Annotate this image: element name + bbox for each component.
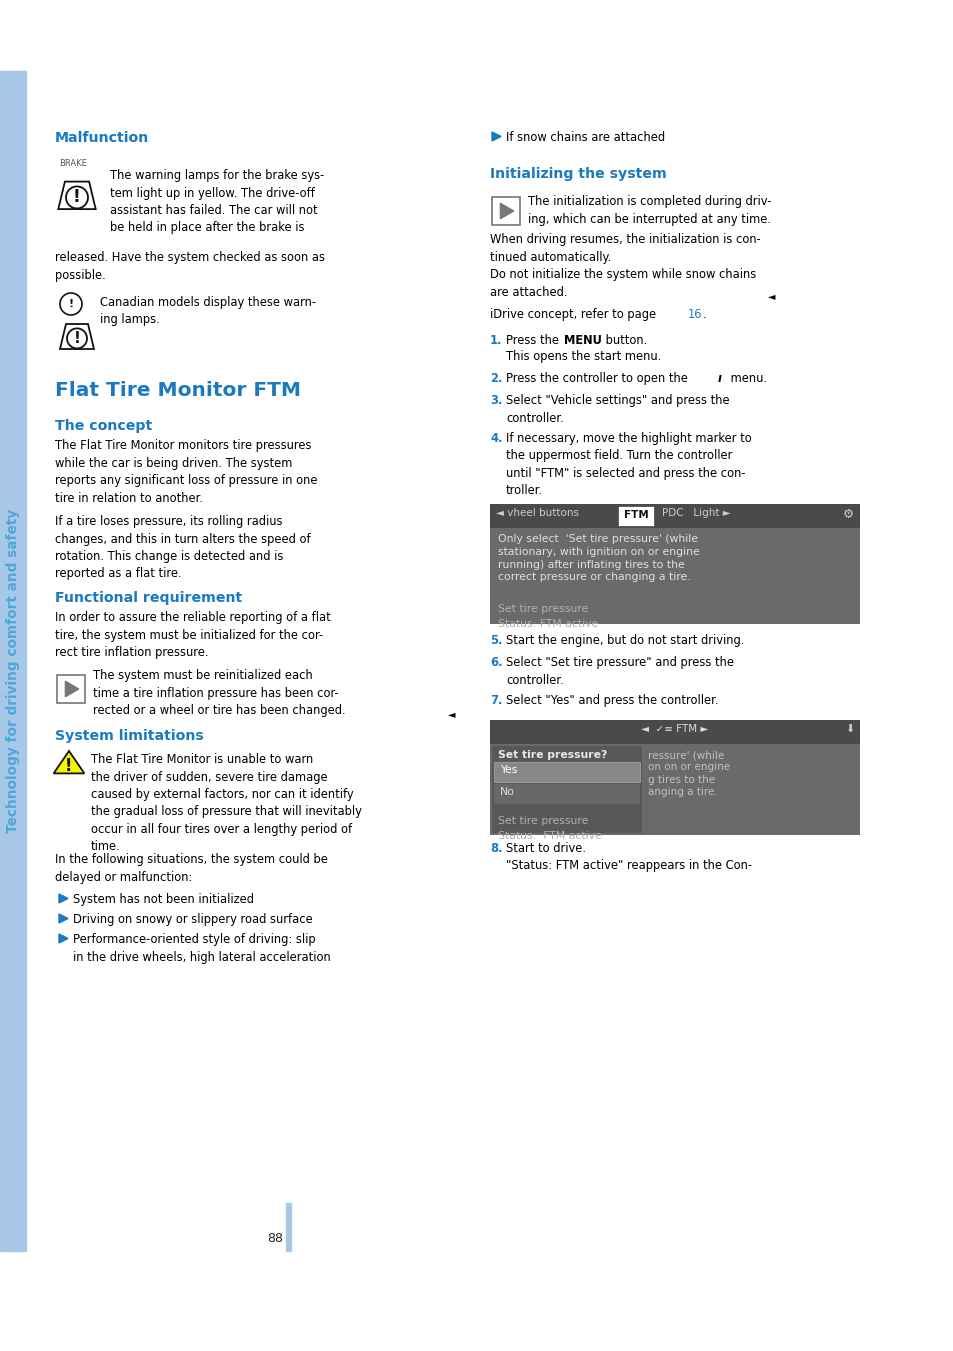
Text: BRAKE: BRAKE (59, 159, 87, 168)
Text: 16: 16 (687, 308, 701, 322)
Text: Select "Yes" and press the controller.: Select "Yes" and press the controller. (505, 694, 718, 707)
Text: 4.: 4. (490, 432, 502, 444)
Polygon shape (59, 894, 68, 902)
Text: iDrive concept, refer to page: iDrive concept, refer to page (490, 308, 659, 322)
Text: When driving resumes, the initialization is con-
tinued automatically.
Do not in: When driving resumes, the initialization… (490, 232, 760, 299)
Text: ◄: ◄ (767, 290, 775, 301)
Text: Functional requirement: Functional requirement (55, 590, 242, 605)
Bar (490, 504, 859, 528)
Bar (492, 197, 519, 226)
Bar (0, 72, 26, 1251)
Polygon shape (500, 203, 513, 219)
Text: The Flat Tire Monitor monitors tire pressures
while the car is being driven. The: The Flat Tire Monitor monitors tire pres… (55, 439, 317, 504)
Text: In the following situations, the system could be
delayed or malfunction:: In the following situations, the system … (55, 852, 328, 884)
Text: Malfunction: Malfunction (55, 131, 149, 145)
Text: If a tire loses pressure, its rolling radius
changes, and this in turn alters th: If a tire loses pressure, its rolling ra… (55, 515, 311, 581)
Bar (494, 762, 639, 782)
Text: System limitations: System limitations (55, 730, 204, 743)
Text: Start the engine, but do not start driving.: Start the engine, but do not start drivi… (505, 634, 743, 647)
Text: Flat Tire Monitor FTM: Flat Tire Monitor FTM (55, 381, 301, 400)
Text: Initializing the system: Initializing the system (490, 168, 666, 181)
Text: Select "Vehicle settings" and press the
controller.: Select "Vehicle settings" and press the … (505, 394, 729, 424)
Text: 5.: 5. (490, 634, 502, 647)
Text: Set tire pressure?: Set tire pressure? (497, 750, 607, 761)
Text: Start to drive.
"Status: FTM active" reappears in the Con-: Start to drive. "Status: FTM active" rea… (505, 842, 751, 873)
Text: FTM: FTM (623, 509, 648, 520)
Bar (618, 507, 654, 526)
Text: System has not been initialized: System has not been initialized (73, 893, 253, 907)
Text: The concept: The concept (55, 419, 152, 434)
Text: Canadian models display these warn-
ing lamps.: Canadian models display these warn- ing … (100, 296, 315, 327)
Bar (490, 720, 859, 744)
Text: PDC   Light ►: PDC Light ► (661, 508, 730, 517)
Text: Set tire pressure: Set tire pressure (497, 816, 588, 825)
Text: The Flat Tire Monitor is unable to warn
the driver of sudden, severe tire damage: The Flat Tire Monitor is unable to warn … (91, 753, 361, 854)
Polygon shape (66, 681, 78, 697)
Text: !: ! (73, 188, 81, 207)
Text: If necessary, move the highlight marker to
the uppermost field. Turn the control: If necessary, move the highlight marker … (505, 432, 751, 497)
Text: 6.: 6. (490, 657, 502, 669)
Text: .: . (702, 308, 706, 322)
Text: button.: button. (601, 334, 646, 347)
Text: ressure' (while
on on or engine
g tires to the
anging a tire.: ressure' (while on on or engine g tires … (647, 750, 729, 797)
Text: Only select  'Set tire pressure' (while
stationary, with ignition on or engine
r: Only select 'Set tire pressure' (while s… (497, 534, 699, 582)
Bar (490, 504, 859, 624)
Text: If snow chains are attached: If snow chains are attached (505, 131, 664, 145)
Text: 1.: 1. (490, 334, 502, 347)
Text: ◄: ◄ (448, 709, 455, 719)
Text: Select "Set tire pressure" and press the
controller.: Select "Set tire pressure" and press the… (505, 657, 733, 686)
Text: ⚙: ⚙ (841, 508, 853, 521)
Text: !: ! (69, 299, 73, 309)
Text: Yes: Yes (499, 765, 517, 775)
Text: The warning lamps for the brake sys-
tem light up in yellow. The drive-off
assis: The warning lamps for the brake sys- tem… (110, 169, 324, 235)
Text: MENU: MENU (563, 334, 601, 347)
Text: This opens the start menu.: This opens the start menu. (505, 350, 660, 363)
Text: 7.: 7. (490, 694, 502, 707)
Text: 8.: 8. (490, 842, 502, 855)
Text: ◄ vheel buttons: ◄ vheel buttons (496, 508, 578, 517)
Text: Performance-oriented style of driving: slip
in the drive wheels, high lateral ac: Performance-oriented style of driving: s… (73, 934, 331, 963)
Text: menu.: menu. (726, 372, 766, 385)
Text: Status:  FTM active: Status: FTM active (497, 831, 601, 842)
Polygon shape (53, 751, 84, 773)
Text: ı: ı (718, 372, 721, 385)
Text: 88: 88 (267, 1232, 283, 1244)
Text: In order to assure the reliable reporting of a flat
tire, the system must be ini: In order to assure the reliable reportin… (55, 611, 331, 659)
Text: Press the: Press the (505, 334, 562, 347)
Text: Technology for driving comfort and safety: Technology for driving comfort and safet… (6, 509, 20, 834)
Text: 3.: 3. (490, 394, 502, 407)
Text: !: ! (65, 757, 72, 774)
Polygon shape (59, 915, 68, 923)
Polygon shape (59, 934, 68, 943)
Text: No: No (499, 788, 515, 797)
Text: Driving on snowy or slippery road surface: Driving on snowy or slippery road surfac… (73, 913, 313, 925)
Bar (286, 1202, 291, 1251)
Text: Press the controller to open the: Press the controller to open the (505, 372, 691, 385)
Bar (57, 676, 85, 703)
Polygon shape (492, 132, 500, 141)
Text: Status: FTM active: Status: FTM active (497, 619, 598, 630)
Bar (494, 784, 639, 804)
Bar (490, 720, 859, 835)
Text: ◄  ✓≡ FTM ►: ◄ ✓≡ FTM ► (640, 724, 708, 734)
Text: The initialization is completed during driv-
ing, which can be interrupted at an: The initialization is completed during d… (527, 195, 771, 226)
Text: ⬇: ⬇ (843, 724, 853, 734)
Text: 2.: 2. (490, 372, 502, 385)
Text: The system must be reinitialized each
time a tire inflation pressure has been co: The system must be reinitialized each ti… (92, 669, 345, 717)
Text: Set tire pressure: Set tire pressure (497, 604, 588, 613)
Text: !: ! (73, 331, 80, 346)
Bar (492, 746, 641, 834)
Text: released. Have the system checked as soon as
possible.: released. Have the system checked as soo… (55, 251, 325, 281)
